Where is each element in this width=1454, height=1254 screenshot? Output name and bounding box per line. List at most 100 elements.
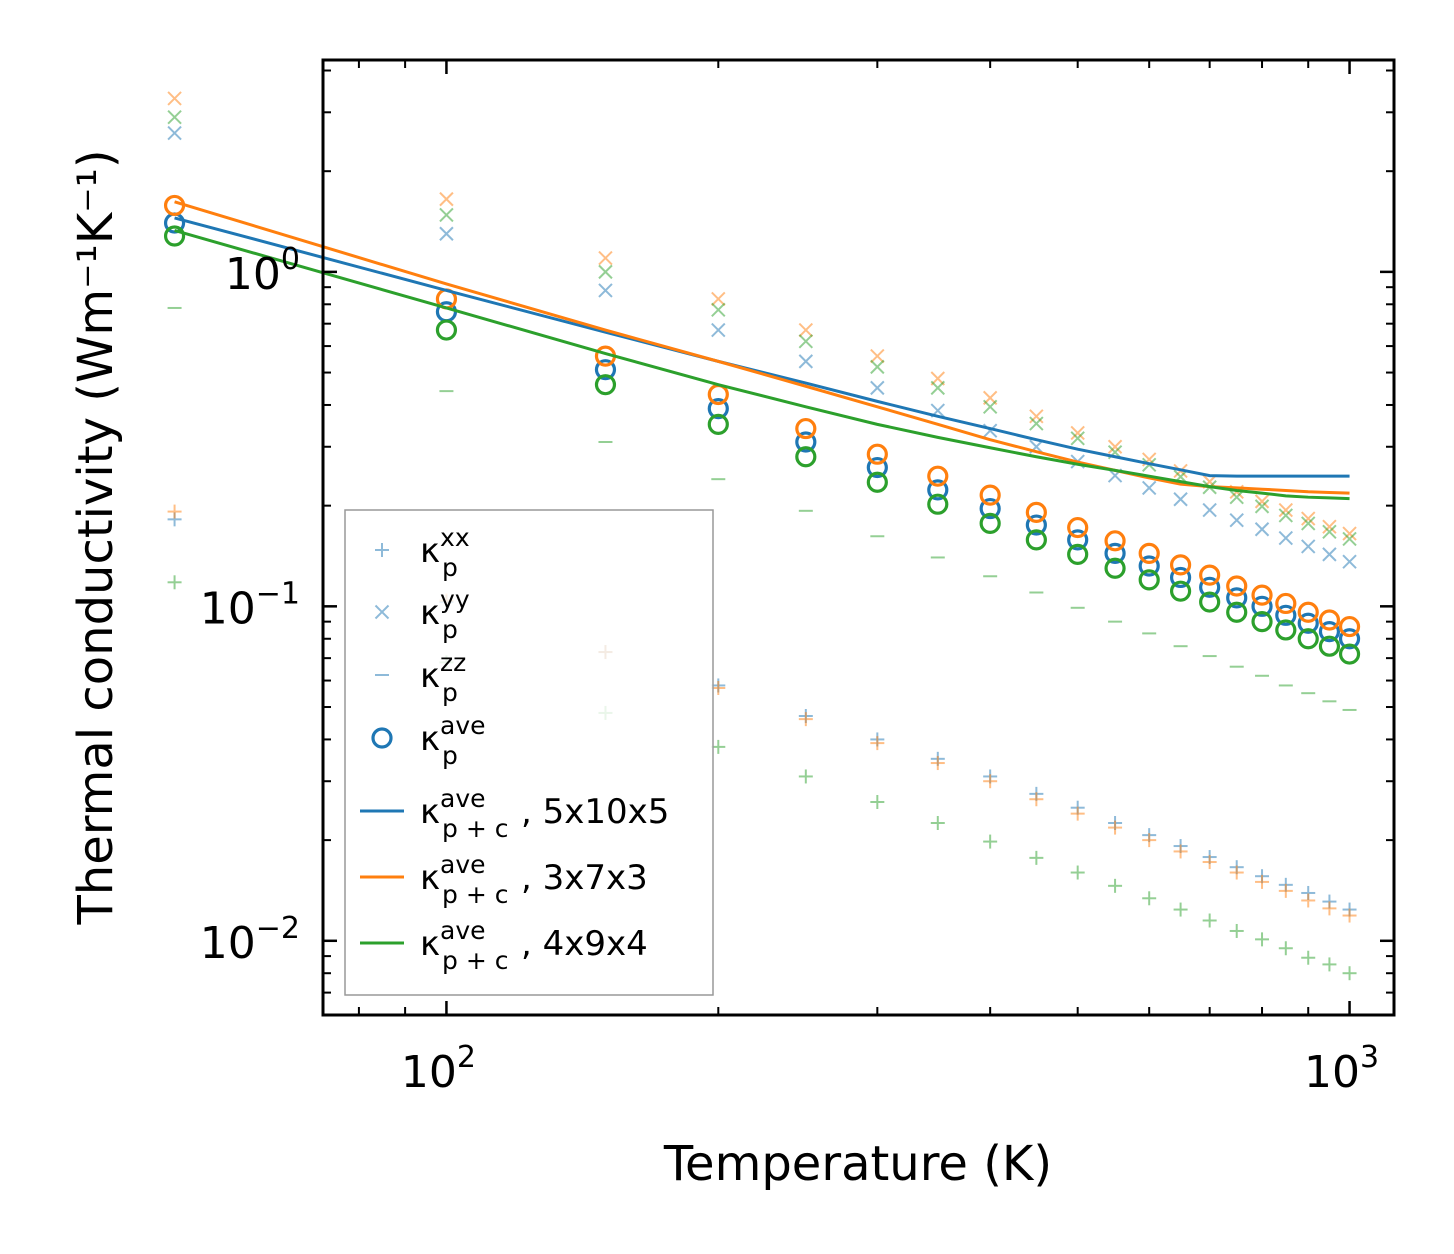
data-point bbox=[707, 413, 729, 435]
data-point bbox=[1029, 416, 1044, 431]
data-point bbox=[1070, 425, 1085, 441]
data-point bbox=[1138, 569, 1160, 591]
data-point bbox=[1301, 950, 1316, 965]
data-point bbox=[1275, 619, 1297, 641]
data-point bbox=[167, 110, 182, 125]
data-point bbox=[795, 417, 817, 440]
data-point bbox=[1301, 511, 1316, 526]
data-point bbox=[866, 471, 888, 493]
data-point bbox=[1142, 891, 1157, 906]
data-point bbox=[798, 354, 814, 369]
data-point bbox=[927, 465, 949, 487]
data-point bbox=[1229, 489, 1244, 505]
legend-marker-circle bbox=[371, 727, 393, 749]
data-point bbox=[1202, 502, 1217, 518]
data-point bbox=[1104, 530, 1126, 552]
x-tick-label: 102 bbox=[401, 1040, 476, 1098]
data-point bbox=[1025, 529, 1047, 551]
data-point bbox=[1067, 529, 1089, 551]
legend-label: κyy p bbox=[420, 585, 470, 644]
data-point bbox=[1029, 792, 1044, 807]
data-point bbox=[870, 348, 885, 364]
data-point bbox=[930, 756, 945, 771]
data-point bbox=[1301, 893, 1316, 908]
legend-item: κave p + c, 4x9x4 bbox=[360, 916, 648, 975]
data-point bbox=[1278, 530, 1294, 546]
series-x-blue bbox=[167, 125, 1357, 569]
data-point bbox=[1029, 850, 1044, 865]
y-tick-label: 10−2 bbox=[200, 911, 300, 969]
data-point bbox=[795, 431, 817, 453]
data-point bbox=[598, 264, 613, 280]
data-point bbox=[1322, 901, 1337, 916]
data-point bbox=[983, 834, 998, 849]
legend-item: κzz p bbox=[375, 648, 466, 707]
data-point bbox=[711, 291, 726, 307]
data-point bbox=[1141, 480, 1157, 496]
data-point bbox=[711, 322, 726, 338]
data-point bbox=[594, 359, 617, 381]
data-point bbox=[798, 334, 814, 349]
data-point bbox=[979, 497, 1001, 520]
data-point bbox=[1251, 611, 1273, 633]
data-point bbox=[1297, 612, 1319, 634]
data-point bbox=[1067, 516, 1089, 539]
data-point bbox=[798, 712, 813, 727]
data-point bbox=[1318, 621, 1341, 643]
data-point bbox=[1104, 542, 1126, 564]
data-point bbox=[1199, 564, 1221, 586]
data-point bbox=[1301, 539, 1316, 554]
data-point bbox=[1322, 519, 1337, 534]
data-point bbox=[927, 479, 949, 501]
data-point bbox=[1322, 957, 1337, 972]
plot-frame bbox=[321, 58, 1396, 1017]
data-point bbox=[1255, 932, 1270, 947]
legend-item: κave p bbox=[371, 711, 486, 770]
data-point bbox=[1202, 913, 1217, 928]
data-point bbox=[439, 191, 454, 207]
data-point bbox=[1070, 431, 1085, 446]
data-point bbox=[1025, 514, 1047, 536]
series-circle-blue bbox=[163, 212, 1361, 650]
x-axis-label: Temperature (K) bbox=[663, 1136, 1052, 1192]
data-point bbox=[927, 493, 949, 515]
data-point bbox=[1254, 499, 1270, 514]
data-point bbox=[439, 226, 454, 241]
data-point bbox=[979, 484, 1001, 506]
data-point bbox=[1338, 643, 1361, 665]
data-point bbox=[1202, 855, 1217, 870]
data-point bbox=[1070, 806, 1085, 821]
data-point bbox=[1169, 580, 1192, 602]
data-point bbox=[982, 399, 998, 415]
data-point bbox=[798, 322, 814, 338]
data-point bbox=[979, 512, 1001, 534]
series-x-orange bbox=[167, 91, 1357, 541]
data-point bbox=[870, 359, 885, 375]
y-tick-label: 100 bbox=[225, 242, 300, 300]
data-point bbox=[1278, 883, 1293, 898]
data-point bbox=[1251, 584, 1273, 606]
data-point bbox=[1342, 531, 1357, 547]
legend-label: κave p + c, 4x9x4 bbox=[420, 916, 648, 975]
series-circle-green bbox=[163, 225, 1361, 665]
data-point bbox=[930, 380, 945, 396]
data-point bbox=[1318, 609, 1341, 631]
data-point bbox=[1226, 587, 1248, 609]
data-point bbox=[795, 446, 817, 468]
data-point bbox=[163, 194, 186, 217]
data-point bbox=[598, 283, 613, 298]
legend-item: κave p + c, 5x10x5 bbox=[360, 784, 669, 843]
data-point bbox=[1254, 494, 1270, 509]
x-tick-label: 103 bbox=[1304, 1040, 1379, 1098]
y-tick-label: 10−1 bbox=[200, 576, 300, 634]
data-point bbox=[870, 380, 885, 396]
data-point bbox=[1199, 591, 1221, 613]
data-point bbox=[1169, 566, 1192, 589]
data-point bbox=[1318, 635, 1341, 657]
series-dash-green bbox=[167, 306, 1357, 711]
data-point bbox=[1342, 966, 1357, 981]
series-circle-orange bbox=[163, 194, 1361, 638]
data-point bbox=[1278, 502, 1294, 518]
data-point bbox=[1070, 865, 1085, 880]
